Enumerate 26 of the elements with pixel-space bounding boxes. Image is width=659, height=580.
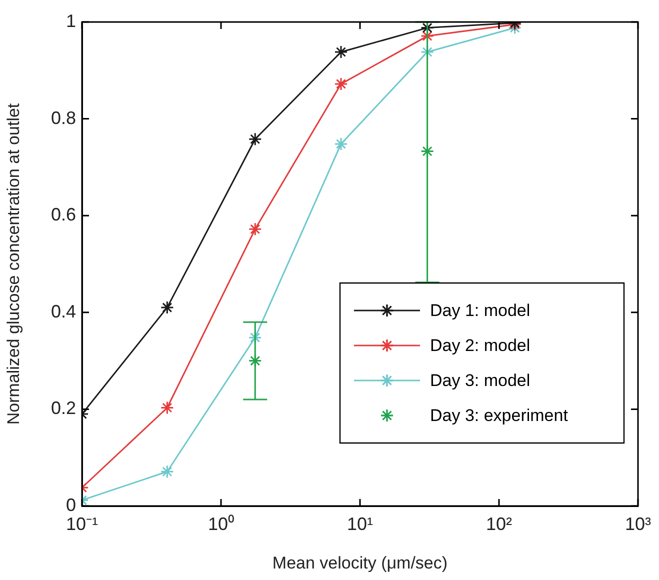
point xyxy=(420,29,434,43)
legend-label: Day 2: model xyxy=(430,336,530,356)
point xyxy=(248,330,262,344)
legend-label: Day 3: model xyxy=(430,371,530,390)
point xyxy=(334,137,348,151)
y-tick-label: 0.6 xyxy=(50,204,76,225)
y-tick-label: 1 xyxy=(66,10,76,31)
y-tick-label: 0.2 xyxy=(50,398,76,418)
x-tick-label: 10¹ xyxy=(346,514,374,534)
point xyxy=(334,45,348,59)
x-tick-label: 10² xyxy=(486,514,512,534)
legend-label: Day 3: experiment xyxy=(430,406,568,426)
x-tick-label: 10³ xyxy=(624,514,652,534)
point xyxy=(420,45,434,59)
y-axis-title: Normalized glucose concentration at outlet xyxy=(4,103,23,425)
y-tick-label: 0 xyxy=(66,494,76,515)
point xyxy=(420,22,434,35)
point xyxy=(248,132,262,146)
legend-label: Day 1: model xyxy=(430,301,530,320)
x-axis-title: Mean velocity (μm/sec) xyxy=(272,553,448,572)
y-tick-label: 0.8 xyxy=(50,108,76,128)
point xyxy=(248,222,262,236)
x-tick-label: 10⁻¹ xyxy=(66,514,98,534)
x-tick-label: 10⁰ xyxy=(208,514,234,534)
y-tick-label: 0.4 xyxy=(50,301,76,322)
point xyxy=(334,77,348,91)
